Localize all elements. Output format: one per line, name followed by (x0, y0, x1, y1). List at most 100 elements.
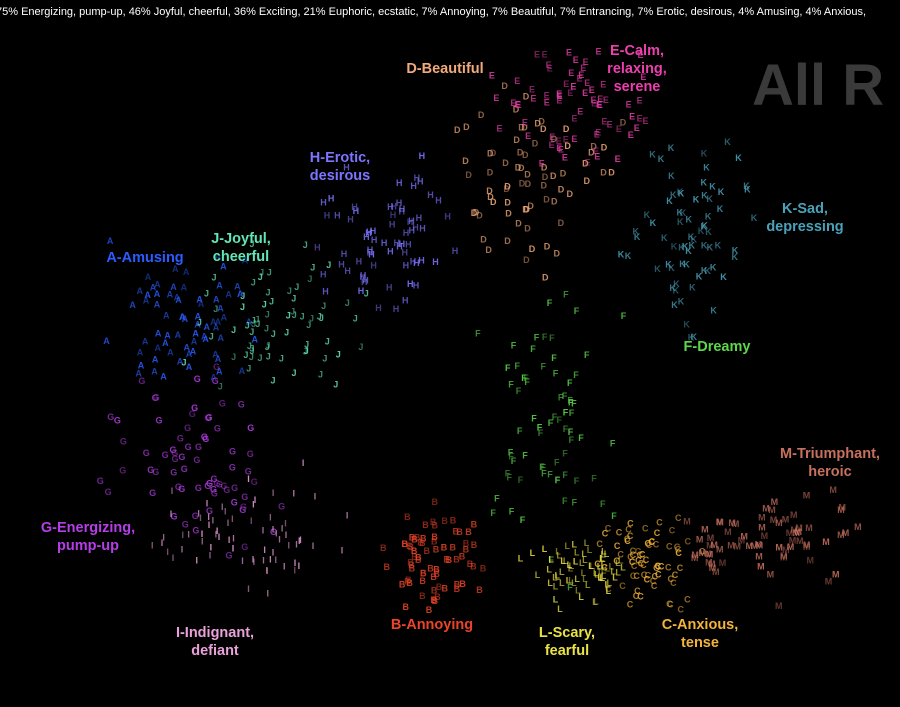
point-glyph: J (249, 343, 254, 353)
point-glyph: I (232, 543, 235, 553)
point-glyph: C (627, 552, 634, 562)
point-glyph: J (209, 331, 214, 341)
point-glyph: A (174, 293, 181, 303)
point-glyph: M (775, 518, 783, 528)
point-glyph: F (555, 475, 561, 485)
point-glyph: M (751, 541, 759, 551)
point-glyph: I (262, 556, 265, 566)
point-glyph: K (661, 233, 668, 243)
point-glyph: D (522, 205, 529, 215)
point-glyph: J (218, 381, 223, 391)
point-glyph: K (751, 213, 758, 223)
point-glyph: F (548, 418, 554, 428)
point-glyph: J (246, 363, 251, 373)
point-glyph: D (521, 122, 528, 132)
point-glyph: F (568, 398, 574, 408)
point-glyph: D (538, 117, 545, 127)
point-glyph: M (837, 530, 845, 540)
point-glyph: A (186, 349, 193, 359)
point-glyph: J (307, 274, 312, 284)
point-glyph: B (406, 541, 413, 551)
point-glyph: H (396, 241, 403, 251)
point-glyph: D (524, 224, 531, 234)
point-glyph: H (360, 272, 367, 282)
point-glyph: I (250, 516, 253, 526)
point-glyph: B (411, 534, 418, 544)
cluster-label: J-Joyful, (211, 231, 271, 247)
point-glyph: B (441, 542, 448, 552)
point-glyph: C (653, 563, 660, 573)
point-glyph: G (107, 412, 114, 422)
point-glyph: J (286, 311, 291, 321)
point-glyph: F (571, 398, 577, 408)
point-glyph: J (231, 325, 236, 335)
point-glyph: A (150, 283, 157, 293)
point-glyph: J (265, 310, 270, 320)
point-glyph: M (805, 523, 813, 533)
point-glyph: D (487, 192, 494, 202)
point-glyph: M (728, 518, 736, 528)
point-glyph: C (605, 524, 612, 534)
point-glyph: G (143, 448, 150, 458)
point-glyph: D (501, 81, 508, 91)
point-glyph: B (411, 546, 418, 556)
point-glyph: F (610, 438, 616, 448)
point-glyph: H (367, 248, 374, 258)
point-glyph: B (405, 575, 412, 585)
point-glyph: M (832, 570, 840, 580)
point-glyph: M (755, 552, 763, 562)
point-glyph: F (567, 583, 573, 593)
point-glyph: H (324, 211, 331, 221)
point-glyph: M (757, 561, 765, 571)
point-glyph: I (224, 506, 227, 516)
point-glyph: I (275, 555, 278, 565)
point-glyph: I (162, 533, 165, 543)
point-glyph: G (175, 482, 182, 492)
point-glyph: L (598, 567, 604, 577)
cluster-label: heroic (808, 464, 852, 480)
point-glyph: A (175, 330, 182, 340)
point-glyph: K (650, 218, 657, 228)
point-glyph: B (426, 605, 433, 615)
point-glyph: I (267, 589, 270, 599)
point-glyph: B (450, 515, 457, 525)
point-glyph: M (822, 537, 830, 547)
point-glyph: A (181, 282, 188, 292)
point-glyph: F (515, 361, 521, 371)
point-glyph: I (208, 520, 211, 530)
point-glyph: H (403, 228, 410, 238)
point-glyph: D (476, 210, 483, 220)
point-glyph: A (225, 290, 232, 300)
point-glyph: H (407, 217, 414, 227)
point-glyph: J (364, 288, 369, 298)
point-glyph: H (353, 206, 360, 216)
point-glyph: G (206, 412, 213, 422)
point-glyph: G (229, 447, 236, 457)
point-glyph: C (633, 591, 640, 601)
point-glyph: E (493, 93, 499, 103)
point-glyph: L (574, 548, 580, 558)
point-glyph: L (553, 595, 559, 605)
point-glyph: E (557, 91, 563, 101)
cluster-label: relaxing, (607, 61, 667, 77)
point-glyph: B (408, 560, 415, 570)
point-glyph: D (462, 156, 469, 166)
point-glyph: B (433, 545, 440, 555)
point-glyph: H (432, 257, 439, 267)
point-glyph: A (137, 286, 144, 296)
cluster-label: desirous (310, 168, 370, 184)
point-glyph: M (839, 503, 847, 513)
point-glyph: K (618, 249, 625, 259)
point-glyph: G (211, 474, 218, 484)
point-glyph: M (708, 559, 716, 569)
point-glyph: H (427, 190, 434, 200)
point-glyph: B (433, 569, 440, 579)
point-glyph: G (226, 550, 233, 560)
point-glyph: G (171, 511, 178, 521)
point-glyph: D (540, 124, 547, 134)
point-glyph: H (368, 249, 375, 259)
point-glyph: K (701, 177, 708, 187)
point-glyph: L (542, 544, 548, 554)
point-glyph: E (525, 131, 531, 141)
point-glyph: F (562, 449, 568, 459)
